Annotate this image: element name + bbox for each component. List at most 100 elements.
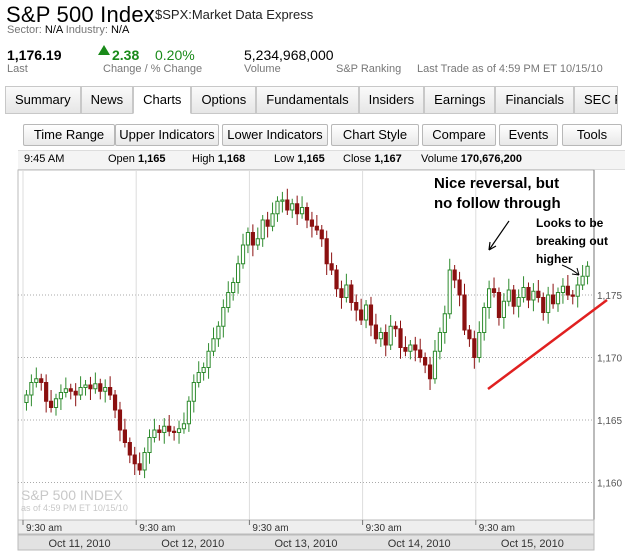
candle-body: [324, 238, 329, 265]
candle-body: [462, 294, 467, 331]
annotation-arrow: [488, 220, 510, 251]
candle-body: [186, 400, 191, 425]
x-time-label: 9:30 am: [479, 523, 515, 534]
candle-body: [575, 284, 580, 297]
candle-body: [457, 279, 462, 296]
candle-body: [53, 398, 59, 408]
compare-button[interactable]: Compare: [422, 124, 496, 146]
sp-ranking-label: S&P Ranking: [336, 63, 402, 75]
page-title: S&P 500 Index: [6, 2, 155, 27]
candle-body: [452, 269, 457, 281]
candle-body: [354, 302, 359, 311]
tab-insiders[interactable]: Insiders: [358, 86, 425, 114]
annotation-reversal: no follow through: [434, 195, 561, 212]
pct-change-value: 0.20%: [155, 47, 195, 63]
candle-body: [117, 409, 123, 431]
candle-body: [398, 328, 403, 348]
candle-body: [359, 309, 364, 321]
candle-body: [368, 304, 374, 326]
candle-body: [83, 384, 88, 388]
annotation-breakout: higher: [536, 252, 573, 266]
candle-body: [245, 232, 251, 246]
candle-body: [240, 244, 246, 265]
annotation-arrowhead-2: [571, 267, 580, 276]
change-label: Change / % Change: [103, 63, 203, 75]
candle-body: [423, 357, 428, 366]
candle-body: [580, 275, 585, 286]
candle-body: [78, 387, 83, 396]
tab-options[interactable]: Options: [191, 86, 257, 114]
candle-body: [403, 347, 408, 352]
events-button[interactable]: Events: [499, 124, 558, 146]
info-close-value: 1,167: [374, 153, 402, 165]
info-open-label: Open: [108, 153, 135, 165]
annotation-breakout: breaking out: [536, 234, 608, 248]
candle-body: [383, 332, 388, 346]
candle-body: [521, 287, 526, 298]
candle-body: [388, 325, 393, 346]
candle-body: [181, 423, 187, 430]
chart-watermark-sub: as of 4:59 PM ET 10/15/10: [21, 503, 128, 513]
candle-body: [152, 429, 157, 438]
info-open: Open 1,165: [108, 153, 166, 165]
candle-body: [309, 219, 315, 227]
chart-style-button[interactable]: Chart Style: [331, 124, 419, 146]
tools-button[interactable]: Tools: [562, 124, 622, 146]
tab-fundamentals[interactable]: Fundamentals: [256, 86, 359, 114]
candle-body: [285, 199, 290, 211]
candle-body: [127, 442, 132, 456]
info-volume: Volume 170,676,200: [421, 153, 522, 165]
tab-charts[interactable]: Charts: [133, 86, 192, 114]
symbol-label: $SPX:Market Data Express: [155, 7, 314, 22]
info-high-value: 1,168: [217, 153, 246, 165]
candle-body: [472, 338, 477, 358]
candle-body: [137, 463, 142, 471]
candle-body: [265, 219, 270, 227]
upper-indicators-button[interactable]: Upper Indicators: [115, 124, 219, 146]
lower-indicators-button[interactable]: Lower Indicators: [222, 124, 328, 146]
candle-body: [162, 425, 167, 433]
last-price: 1,176.19: [7, 47, 62, 63]
candle-body: [290, 203, 295, 211]
ohlc-info-bar: 9:45 AM Open 1,165 High 1,168 Low 1,165 …: [18, 150, 625, 170]
candle-body: [250, 232, 255, 246]
x-date-label: Oct 13, 2010: [275, 538, 338, 550]
candle-body: [255, 238, 260, 246]
x-date-label: Oct 12, 2010: [161, 538, 224, 550]
candle-body: [58, 392, 64, 400]
candle-body: [196, 372, 201, 383]
candle-body: [206, 350, 211, 368]
candle-body: [63, 388, 68, 393]
x-date-label: Oct 11, 2010: [49, 538, 111, 550]
candle-body: [98, 383, 103, 392]
candle-body: [68, 388, 73, 392]
candle-body: [570, 294, 575, 297]
info-high: High 1,168: [192, 153, 245, 165]
candle-body: [442, 313, 447, 333]
candle-body: [427, 364, 433, 380]
candle-body: [216, 325, 221, 340]
candle-body: [280, 199, 285, 202]
candle-body: [44, 382, 49, 402]
sector-info: Sector: N/A Industry: N/A: [7, 24, 129, 36]
tab-news[interactable]: News: [80, 86, 134, 114]
candle-body: [477, 332, 482, 358]
tab-earnings[interactable]: Earnings: [424, 86, 496, 114]
candle-body: [585, 265, 590, 277]
volume-label: Volume: [244, 63, 281, 75]
tab-summary[interactable]: Summary: [5, 86, 81, 114]
candle-body: [211, 338, 216, 352]
candle-body: [378, 332, 383, 340]
tab-financials[interactable]: Financials: [495, 86, 575, 114]
info-volume-label: Volume: [421, 153, 458, 165]
info-low-label: Low: [274, 153, 295, 165]
change-value: 2.38: [112, 47, 140, 63]
candle-body: [48, 400, 54, 408]
time-range-button[interactable]: Time Range: [23, 124, 115, 146]
candle-body: [108, 387, 113, 396]
industry-label: Industry:: [65, 24, 108, 36]
info-low: Low 1,165: [274, 153, 325, 165]
tab-sec-filings[interactable]: SEC Fi: [574, 86, 619, 114]
tab-bar: Summary News Charts Options Fundamentals…: [5, 86, 619, 114]
